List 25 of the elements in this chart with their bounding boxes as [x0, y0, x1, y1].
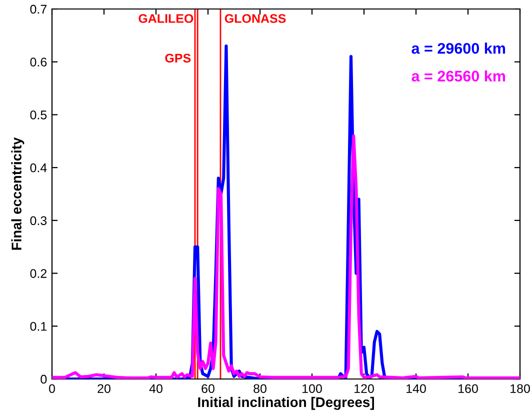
- y-tick-label: 0.6: [30, 58, 47, 67]
- x-tick-label: 40: [149, 384, 162, 394]
- y-tick-label: 0.3: [30, 216, 47, 226]
- x-tick-label: 0: [49, 384, 55, 394]
- ref-line-label: GPS: [165, 54, 191, 63]
- x-tick-label: 160: [458, 384, 478, 394]
- y-tick-label: 0.1: [30, 322, 47, 331]
- ref-line-label: GALILEO: [138, 14, 194, 23]
- y-axis-title: Final eccentricity: [11, 137, 24, 250]
- x-axis-title: Initial inclination [Degrees]: [198, 396, 374, 410]
- y-tick-label: 0.5: [30, 110, 47, 120]
- y-tick-label: 0.2: [30, 269, 47, 278]
- x-tick-label: 140: [406, 384, 426, 394]
- x-tick-label: 120: [354, 384, 374, 394]
- x-tick-label: 20: [98, 384, 110, 394]
- x-tick-label: 80: [254, 384, 266, 394]
- text: a = 29600 km: [412, 42, 506, 54]
- ref-line-label: GLONASS: [224, 14, 286, 23]
- y-tick-label: 0.7: [30, 4, 47, 14]
- x-tick-label: 180: [510, 384, 530, 394]
- x-tick-label: 100: [302, 384, 322, 394]
- text: a = 26560 km: [412, 70, 506, 82]
- y-tick-label: 0: [40, 374, 47, 384]
- x-tick-label: 60: [202, 384, 214, 394]
- y-tick-label: 0.4: [30, 163, 47, 172]
